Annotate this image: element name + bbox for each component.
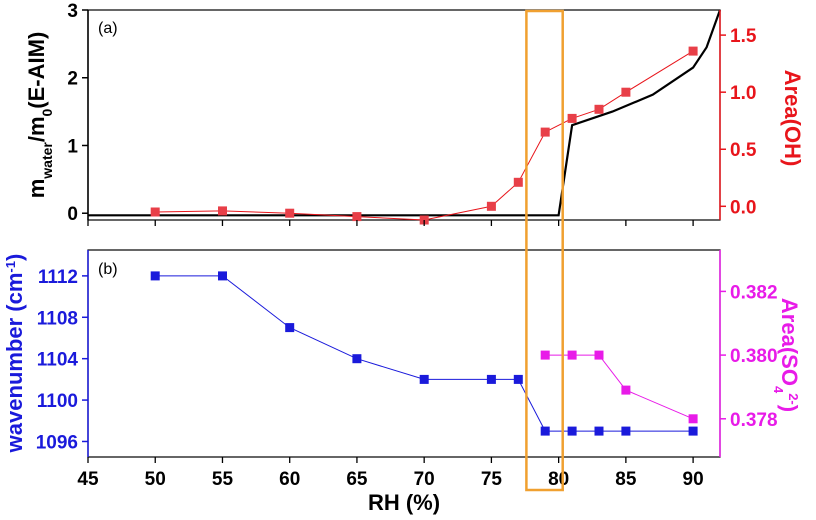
panel-a-series-1-point [218,206,227,216]
panel-a-right-tick-label: 0.0 [730,197,756,218]
panel-a-left-axis-title: mwater/m0(E-AIM) [24,32,55,199]
panel-a-series-0-line [88,9,722,217]
panel-a-left-ticks: 0 1 2 3 [67,1,89,225]
panel-a-series-1-point [486,201,496,211]
panel-b-label: (b) [98,261,118,278]
panel-a-series-1-point [285,208,295,218]
panel-b-left-tick-label: 1096 [36,432,78,453]
panel-a-label: (a) [98,20,118,37]
panel-b-series-0-point [540,426,550,436]
x-axis-title: RH (%) [368,490,440,515]
x-tick-label: 50 [145,469,166,490]
panel-b-series-0-point [567,426,577,436]
panel-b-bottom-ticks: 45 50 55 60 65 70 75 80 85 90 [77,457,704,490]
x-tick-label: 65 [346,469,368,490]
panel-b-right-tick-label: 0.380 [730,346,778,367]
panel-b-series-0-point [419,374,429,384]
x-tick-label: 90 [683,469,704,490]
panel-a-bottom-ticks [87,220,694,226]
x-tick-label: 60 [279,469,300,490]
panel-b-series-0-point [218,271,227,281]
panel-a-left-tick-label: 3 [67,1,78,22]
panel-a-series-1-point [621,87,631,97]
panel-b-series-0-point [486,374,496,384]
x-tick-label: 75 [481,469,503,490]
panel-a-right-ticks: 0.0 0.5 1.0 1.5 [719,10,757,220]
panel-b-series-1-point [594,350,604,360]
panel-b-left-tick-label: 1100 [37,391,78,412]
panel-a-right-tick-label: 1.0 [730,83,756,104]
panel-b-right-axis-title: Area(SO42-) [772,298,803,412]
panel-b-right-tick-label: 0.378 [730,410,778,431]
panel-a-series-1-point [352,212,362,222]
panel-b-left-tick-label: 1112 [38,267,78,288]
panel-a-series-1-point [594,104,604,114]
panel-a-series-1-point [540,127,550,137]
panel-a-left-tick-label: 1 [67,136,78,157]
x-tick-label: 80 [548,469,569,490]
panel-b-series-0-point [150,271,160,281]
panel-b-left-tick-label: 1108 [37,308,78,329]
panel-a-right-tick-label: 0.5 [730,140,757,161]
x-tick-label: 45 [77,469,99,490]
panel-b-series [150,271,698,436]
panel-a-series [88,9,722,225]
panel-b-right-ticks: 0.378 0.380 0.382 [719,250,778,457]
panel-a-frame [87,9,721,221]
panel-b-frame [87,249,721,458]
panel-b-left-tick-label: 1104 [37,350,79,371]
panel-a-series-1-point [688,46,698,56]
panel-b-right-tick-label: 0.382 [730,282,778,303]
panel-b: (b) 1096 1100 1104 1108 1112 0.378 0.380 0.382… [2,249,803,515]
panel-b-series-0-line [155,275,694,432]
panel-b-series-0-point [688,426,698,436]
panel-b-series-0-point [352,354,362,364]
panel-b-series-0-point [594,426,604,436]
panel-a-series-1-point [513,177,523,187]
x-tick-label: 85 [615,469,637,490]
x-tick-label: 70 [414,469,435,490]
panel-a-left-tick-label: 0 [67,204,78,225]
panel-a-series-1-line [155,50,694,221]
panel-b-left-axis-title: wavenumber (cm-1) [2,254,27,454]
highlight-box [525,9,564,492]
panel-b-left-ticks: 1096 1100 1104 1108 1112 [36,250,89,457]
panel-a: (a) 0 1 2 3 0.0 0.5 1.0 1.5 mwater/m0(E-AIM) A… [24,1,805,226]
panel-b-series-0-point [621,426,631,436]
panel-b-series-0-point [285,323,295,333]
panel-b-series-1-point [688,414,698,424]
panel-a-series-1-point [567,113,577,123]
panel-a-series-1-point [150,207,160,217]
panel-b-series-1-line [545,354,694,420]
panel-a-right-axis-title: Area(OH) [780,70,805,167]
panel-a-right-tick-label: 1.5 [730,26,757,47]
panel-b-series-1-point [621,385,631,395]
panel-b-series-0-point [513,374,523,384]
x-tick-label: 55 [212,469,234,490]
panel-b-series-1-point [567,350,577,360]
panel-b-series-1-point [540,350,550,360]
panel-a-left-tick-label: 2 [67,69,78,90]
